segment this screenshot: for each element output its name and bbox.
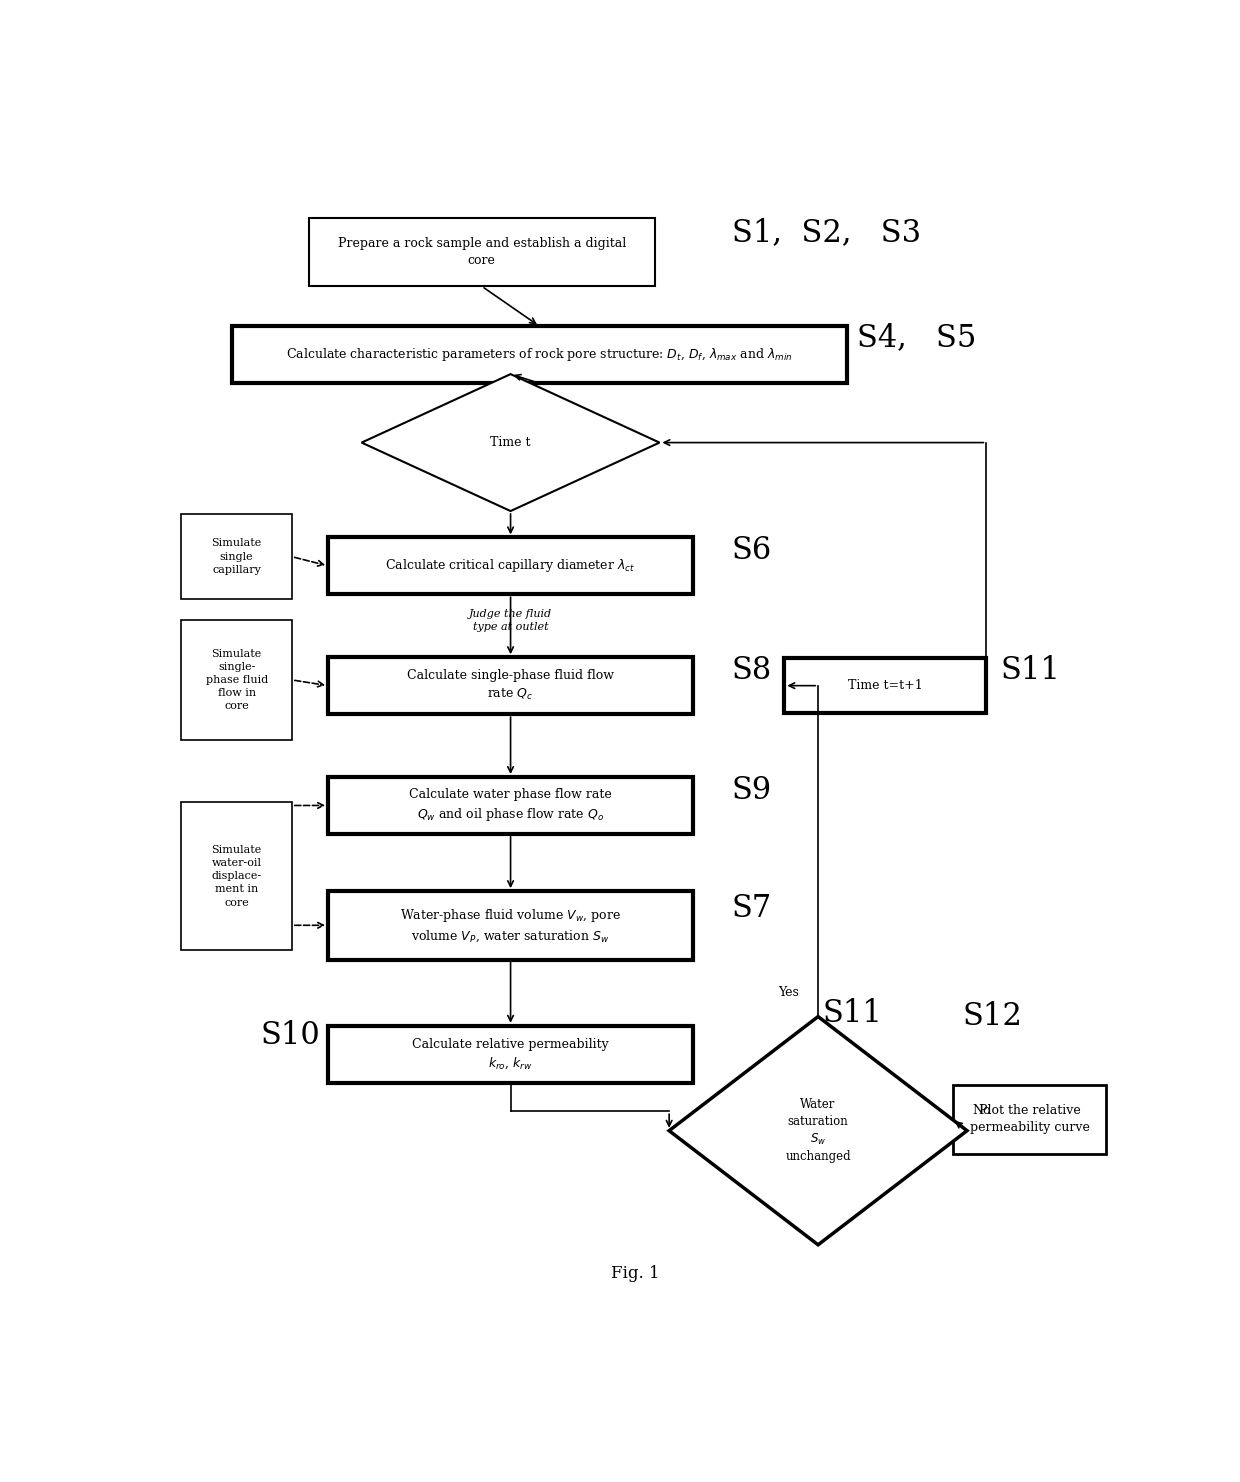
FancyBboxPatch shape — [181, 514, 291, 600]
Polygon shape — [670, 1017, 967, 1245]
Text: Calculate relative permeability
$k_{ro}$, $k_{rw}$: Calculate relative permeability $k_{ro}$… — [412, 1037, 609, 1070]
Text: Judge the fluid
type at outlet: Judge the fluid type at outlet — [469, 609, 552, 633]
Text: Water-phase fluid volume $V_w$, pore
volume $V_P$, water saturation $S_w$: Water-phase fluid volume $V_w$, pore vol… — [401, 907, 621, 944]
Text: S9: S9 — [732, 775, 771, 806]
Text: S10: S10 — [260, 1021, 320, 1051]
Text: Yes: Yes — [777, 987, 799, 999]
Polygon shape — [362, 373, 660, 511]
Text: Calculate single-phase fluid flow
rate $Q_c$: Calculate single-phase fluid flow rate $… — [407, 670, 614, 702]
FancyBboxPatch shape — [327, 657, 693, 714]
Text: Calculate critical capillary diameter $\lambda_{ct}$: Calculate critical capillary diameter $\… — [386, 557, 636, 575]
Text: Simulate
water-oil
displace-
ment in
core: Simulate water-oil displace- ment in cor… — [212, 845, 262, 907]
Text: No: No — [972, 1104, 991, 1117]
Text: Fig. 1: Fig. 1 — [611, 1264, 660, 1282]
Text: Simulate
single-
phase fluid
flow in
core: Simulate single- phase fluid flow in cor… — [206, 649, 268, 711]
Text: Time t: Time t — [490, 436, 531, 449]
Text: S4,   S5: S4, S5 — [857, 322, 976, 353]
Text: Time t=t+1: Time t=t+1 — [848, 679, 923, 692]
Text: Calculate water phase flow rate
$Q_w$ and oil phase flow rate $Q_o$: Calculate water phase flow rate $Q_w$ an… — [409, 788, 613, 823]
Text: S11: S11 — [1001, 655, 1060, 686]
Text: Prepare a rock sample and establish a digital
core: Prepare a rock sample and establish a di… — [337, 237, 626, 267]
Text: Calculate characteristic parameters of rock pore structure: $D_t$, $D_f$, $\lamb: Calculate characteristic parameters of r… — [286, 347, 792, 363]
FancyBboxPatch shape — [327, 891, 693, 959]
Text: S7: S7 — [732, 892, 771, 923]
Text: S1,  S2,   S3: S1, S2, S3 — [732, 218, 921, 247]
FancyBboxPatch shape — [952, 1085, 1106, 1153]
FancyBboxPatch shape — [232, 326, 847, 384]
Text: S6: S6 — [732, 535, 771, 566]
Text: Plot the relative
permeability curve: Plot the relative permeability curve — [970, 1104, 1090, 1134]
FancyBboxPatch shape — [327, 538, 693, 594]
FancyBboxPatch shape — [181, 619, 291, 740]
FancyBboxPatch shape — [327, 777, 693, 834]
Text: S12: S12 — [962, 1000, 1022, 1031]
FancyBboxPatch shape — [181, 802, 291, 950]
Text: S11: S11 — [823, 997, 883, 1029]
Text: Simulate
single
capillary: Simulate single capillary — [212, 538, 262, 575]
FancyBboxPatch shape — [327, 1026, 693, 1083]
Text: S8: S8 — [732, 655, 771, 686]
FancyBboxPatch shape — [309, 218, 655, 286]
FancyBboxPatch shape — [785, 658, 986, 713]
Text: Water
saturation
$S_w$
unchanged: Water saturation $S_w$ unchanged — [785, 1098, 851, 1163]
